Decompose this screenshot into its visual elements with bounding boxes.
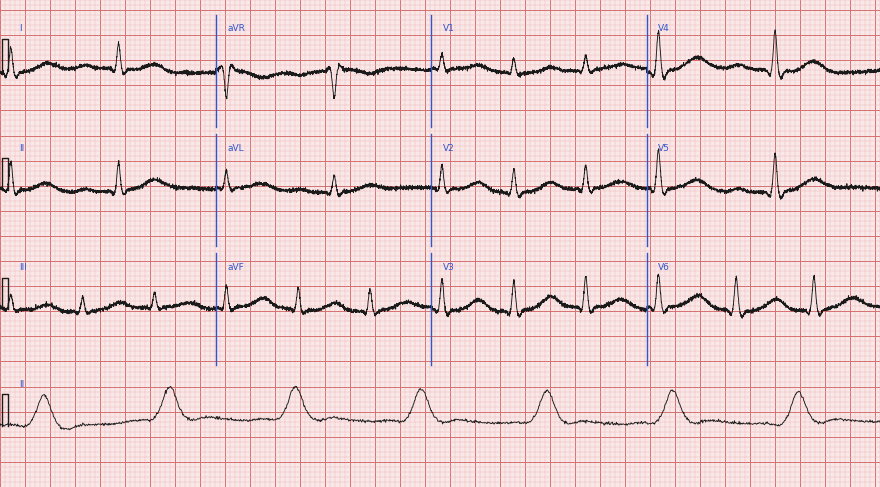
Text: V2: V2 <box>443 144 454 152</box>
Text: V5: V5 <box>658 144 670 152</box>
Text: aVL: aVL <box>227 144 244 152</box>
Text: V4: V4 <box>658 24 670 33</box>
Text: V3: V3 <box>443 263 454 272</box>
Text: III: III <box>19 263 27 272</box>
Text: V6: V6 <box>658 263 670 272</box>
Text: aVR: aVR <box>227 24 245 33</box>
Text: aVF: aVF <box>227 263 244 272</box>
Text: II: II <box>19 380 25 389</box>
Text: II: II <box>19 144 25 152</box>
Text: V1: V1 <box>443 24 454 33</box>
Text: I: I <box>19 24 22 33</box>
